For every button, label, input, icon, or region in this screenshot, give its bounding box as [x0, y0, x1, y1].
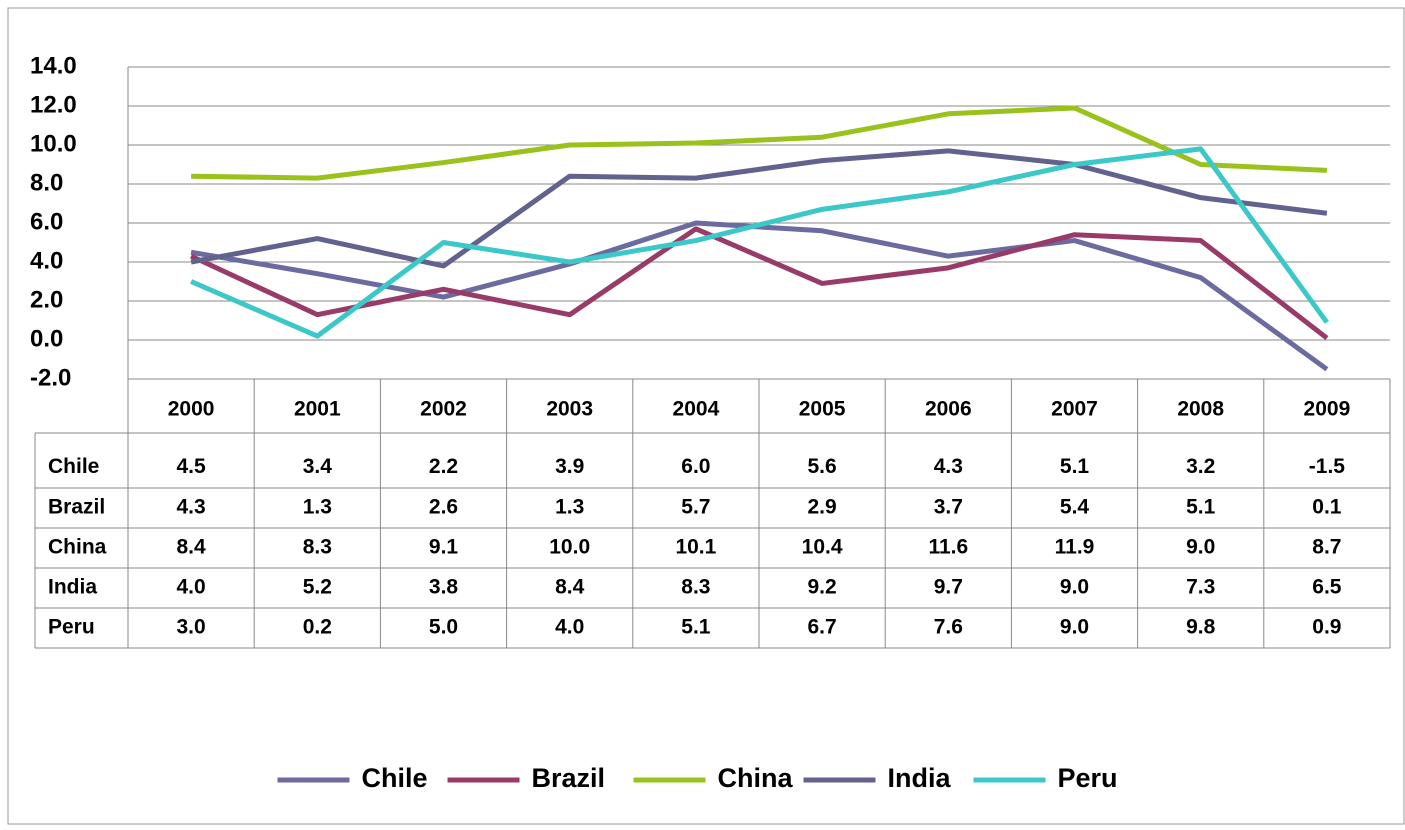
table-cell: 8.4	[176, 536, 206, 559]
series-line	[191, 105, 1328, 181]
table-cell: 8.3	[681, 576, 710, 599]
table-cell: 4.0	[555, 616, 584, 639]
x-tick-label: 2002	[420, 398, 467, 421]
series-line	[190, 148, 1328, 269]
table-cell: 3.4	[303, 455, 333, 478]
table-cell: 7.6	[934, 616, 963, 639]
table-cell: 6.7	[807, 616, 836, 639]
table-cell: 5.1	[1060, 455, 1090, 478]
table-cell: 0.2	[303, 616, 332, 639]
table-cell: 9.8	[1186, 616, 1216, 639]
y-tick-label: -2.0	[30, 364, 71, 391]
legend-label: India	[888, 763, 952, 793]
table-cell: 3.9	[555, 455, 584, 478]
y-tick-label: 14.0	[30, 52, 77, 79]
table-cell: 3.0	[176, 616, 205, 639]
table-cell: 11.9	[1055, 536, 1095, 559]
x-tick-label: 2006	[925, 398, 972, 421]
x-tick-label: 2004	[673, 398, 720, 421]
table-cell: 8.4	[555, 576, 585, 599]
legend-label: China	[718, 763, 794, 793]
x-tick-label: 2008	[1177, 398, 1224, 421]
legend-label: Brazil	[532, 763, 606, 793]
table-cell: 2.9	[807, 496, 836, 519]
table-cell: 0.9	[1312, 616, 1341, 639]
x-tick-label: 2009	[1304, 398, 1351, 421]
table-cell: 5.4	[1060, 496, 1090, 519]
legend-label: Chile	[362, 763, 428, 793]
series-line	[190, 146, 1329, 339]
table-cell: 6.5	[1312, 576, 1342, 599]
x-tick-label: 2001	[294, 398, 341, 421]
table-cell: 5.1	[681, 616, 711, 639]
y-tick-label: 12.0	[30, 91, 77, 118]
x-tick-label: 2000	[168, 398, 215, 421]
table-cell: 8.3	[303, 536, 332, 559]
y-tick-label: 6.0	[30, 208, 63, 235]
table-cell: 4.0	[176, 576, 205, 599]
table-cell: 9.7	[934, 576, 963, 599]
table-cell: 5.7	[681, 496, 710, 519]
table-cell: 1.3	[303, 496, 332, 519]
table-cell: 9.0	[1060, 576, 1089, 599]
table-cell: 4.3	[934, 455, 963, 478]
x-tick-label: 2005	[799, 398, 846, 421]
y-tick-label: 8.0	[30, 169, 63, 196]
table-cell: 4.3	[176, 496, 205, 519]
legend-label: Peru	[1058, 763, 1118, 793]
table-cell: 5.1	[1186, 496, 1216, 519]
table-cell: 5.2	[303, 576, 332, 599]
y-tick-label: 10.0	[30, 130, 77, 157]
table-cell: 9.2	[807, 576, 836, 599]
table-row-label: India	[48, 576, 97, 599]
table-cell: 3.8	[429, 576, 459, 599]
table-cell: 6.0	[681, 455, 710, 478]
table-cell: 10.0	[549, 536, 590, 559]
x-tick-label: 2003	[546, 398, 593, 421]
table-cell: 2.2	[429, 455, 458, 478]
x-tick-label: 2007	[1051, 398, 1098, 421]
table-cell: 10.1	[675, 536, 716, 559]
table-cell: 2.6	[429, 496, 458, 519]
table-cell: 5.6	[807, 455, 836, 478]
table-cell: 9.0	[1060, 616, 1089, 639]
table-cell: -1.5	[1309, 455, 1346, 478]
table-row-label: Peru	[48, 616, 95, 639]
table-cell: 4.5	[176, 455, 206, 478]
series-line	[190, 226, 1329, 341]
table-cell: 10.4	[802, 536, 843, 559]
y-tick-label: 2.0	[30, 286, 63, 313]
table-row-label: Chile	[48, 455, 99, 478]
table-cell: 1.3	[555, 496, 584, 519]
y-tick-label: 4.0	[30, 247, 63, 274]
table-cell: 3.7	[934, 496, 963, 519]
table-row-label: China	[48, 536, 107, 559]
table-row-label: Brazil	[48, 496, 105, 519]
y-tick-label: 0.0	[30, 325, 63, 352]
table-cell: 9.1	[429, 536, 459, 559]
table-cell: 3.2	[1186, 455, 1215, 478]
table-cell: 7.3	[1186, 576, 1215, 599]
chart-border	[7, 7, 1405, 825]
table-cell: 11.6	[928, 536, 968, 559]
table-cell: 9.0	[1186, 536, 1215, 559]
table-cell: 8.7	[1312, 536, 1341, 559]
series-line	[190, 220, 1329, 372]
table-cell: 0.1	[1312, 496, 1342, 519]
table-cell: 5.0	[429, 616, 458, 639]
